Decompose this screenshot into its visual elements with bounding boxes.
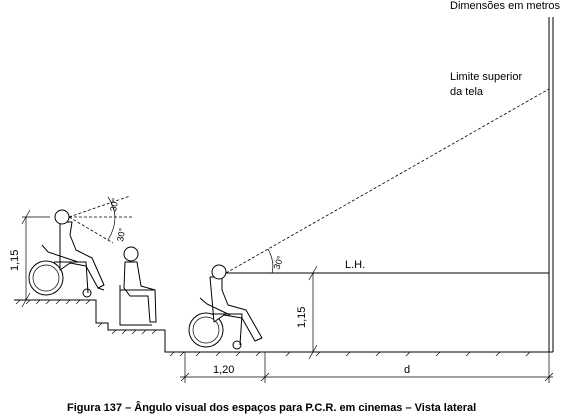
sightlines-front [225,88,550,274]
screen-label-line2: da tela [450,86,484,98]
bottom-dimensions [180,352,554,383]
eye-height-dimension-upper [21,209,50,308]
eye-height-upper-label: 1,15 [9,250,21,271]
units-note: Dimensões em metros [450,0,561,12]
seated-person-middle [119,246,157,326]
wheelchair-user-upper [28,209,105,298]
eye-height-front-label: 1,15 [296,307,308,328]
horizontal-line-label: L.H. [345,259,365,271]
space-width-label: 1,20 [213,364,234,376]
figure-caption: Figura 137 – Ângulo visual dos espaços p… [67,401,476,414]
floor-profile [14,299,553,357]
angle-lower-label: 30° [115,227,127,243]
vision-cone-upper [68,195,133,244]
angle-upper-label: 30° [108,197,120,213]
screen-wall [548,17,554,352]
wheelchair-user-front [188,264,263,350]
distance-label: d [404,364,410,376]
eye-height-dimension-front [308,265,318,360]
screen-label-line1: Limite superior [450,71,522,83]
sightline-angle-label: 30° [271,254,285,271]
